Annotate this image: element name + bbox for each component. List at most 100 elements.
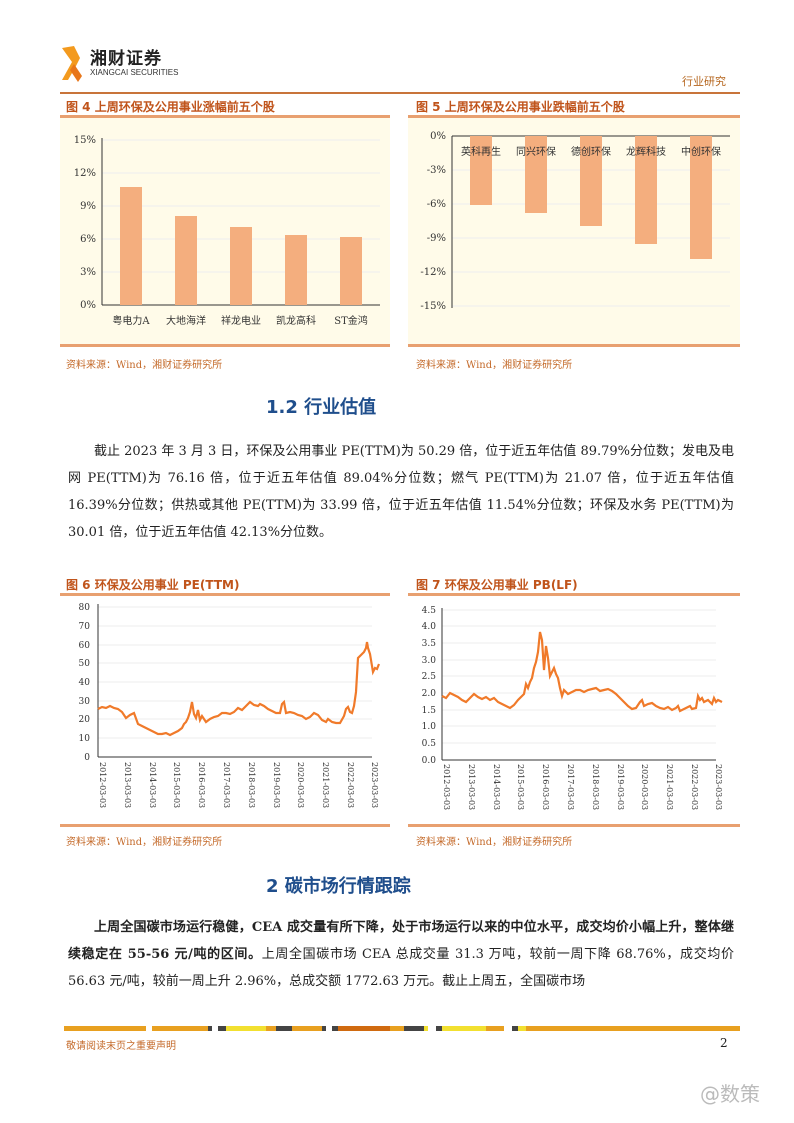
carbon-market-summary-bold: 上周全国碳市场运行稳健，CEA 成交量有所下降，处于市场运行以来的中位水平，成交… [68, 920, 734, 962]
svg-text:2022-03-03: 2022-03-03 [690, 764, 699, 810]
figure-7-source: 资料来源：Wind，湘财证券研究所 [416, 837, 573, 848]
svg-text:2015-03-03: 2015-03-03 [172, 762, 181, 808]
svg-text:同兴环保: 同兴环保 [516, 145, 556, 158]
section-heading-valuation: 1.2 行业估值 [266, 397, 377, 418]
svg-text:12%: 12% [74, 168, 96, 179]
svg-text:70: 70 [79, 622, 91, 632]
report-type-label: 行业研究 [682, 75, 726, 88]
svg-text:2013-03-03: 2013-03-03 [123, 762, 132, 808]
figure-6-chart: 80 70 60 50 40 30 20 10 0 2012-03-03 2013-03-0… [60, 596, 390, 823]
svg-text:3.5: 3.5 [422, 639, 437, 649]
svg-text:-9%: -9% [427, 233, 446, 244]
svg-text:2016-03-03: 2016-03-03 [197, 762, 206, 808]
svg-text:2012-03-03: 2012-03-03 [98, 762, 107, 808]
svg-text:20: 20 [79, 715, 91, 725]
svg-text:50: 50 [79, 659, 91, 669]
figure-6-source: 资料来源：Wind，湘财证券研究所 [66, 837, 223, 848]
figure-4-chart: 15% 12% 9% 6% 3% 0% 粤电力A 大地海洋 祥龙电业 凯龙高科 ST金鸿 [60, 118, 390, 344]
svg-text:2014-03-03: 2014-03-03 [492, 764, 501, 810]
svg-text:英科再生: 英科再生 [461, 145, 501, 158]
svg-text:德创环保: 德创环保 [571, 145, 611, 158]
svg-text:2021-03-03: 2021-03-03 [665, 764, 674, 810]
watermark: @数策 [700, 1082, 760, 1106]
svg-text:2021-03-03: 2021-03-03 [321, 762, 330, 808]
figure-6-top-rule [60, 593, 390, 596]
page-number: 2 [720, 1036, 728, 1050]
svg-text:2017-03-03: 2017-03-03 [566, 764, 575, 810]
brand-name-cn: 湘财证券 [90, 49, 162, 69]
svg-text:15%: 15% [74, 135, 96, 146]
disclaimer-note: 敬请阅读末页之重要声明 [66, 1041, 176, 1052]
line-chart-pb-lf: 4.5 4.0 3.5 3.0 2.5 2.0 1.5 1.0 0.5 0.0 2012-0… [422, 606, 723, 810]
bar-chart-gainers: 15% 12% 9% 6% 3% 0% 粤电力A 大地海洋 祥龙电业 凯龙高科 ST金鸿 [74, 135, 380, 327]
svg-text:2023-03-03: 2023-03-03 [370, 762, 379, 808]
svg-text:1.5: 1.5 [422, 706, 437, 716]
svg-text:4.0: 4.0 [422, 622, 437, 632]
valuation-paragraph-text: 截止 2023 年 3 月 3 日，环保及公用事业 PE(TTM)为 50.29… [68, 444, 735, 540]
carbon-market-paragraph: 上周全国碳市场运行稳健，CEA 成交量有所下降，处于市场运行以来的中位水平，成交… [68, 914, 734, 995]
svg-text:2.0: 2.0 [422, 689, 437, 699]
svg-text:2017-03-03: 2017-03-03 [222, 762, 231, 808]
figure-7-bottom-rule [408, 824, 740, 827]
section-heading-carbon-market: 2 碳市场行情跟踪 [266, 876, 411, 897]
brand-name-en: XIANGCAI SECURITIES [90, 68, 179, 77]
svg-text:2018-03-03: 2018-03-03 [591, 764, 600, 810]
svg-text:2020-03-03: 2020-03-03 [296, 762, 305, 808]
svg-text:0%: 0% [430, 131, 446, 142]
svg-text:0.5: 0.5 [422, 739, 437, 749]
svg-text:60: 60 [79, 641, 91, 651]
svg-text:2023-03-03: 2023-03-03 [714, 764, 723, 810]
figure-7-title: 图 7 环保及公用事业 PB(LF) [416, 578, 578, 592]
svg-text:1.0: 1.0 [422, 722, 437, 732]
svg-text:-15%: -15% [420, 301, 446, 312]
svg-text:40: 40 [79, 678, 91, 688]
svg-text:2022-03-03: 2022-03-03 [346, 762, 355, 808]
figure-4-title: 图 4 上周环保及公用事业涨幅前五个股 [66, 100, 275, 114]
svg-text:2016-03-03: 2016-03-03 [541, 764, 550, 810]
figure-5-chart: 0% -3% -6% -9% -12% -15% 英科再生 同兴环保 德创环保 龙辉科技 中… [408, 118, 740, 344]
valuation-paragraph: 截止 2023 年 3 月 3 日，环保及公用事业 PE(TTM)为 50.29… [68, 438, 734, 546]
svg-text:2014-03-03: 2014-03-03 [148, 762, 157, 808]
svg-text:大地海洋: 大地海洋 [166, 314, 206, 327]
svg-text:0.0: 0.0 [422, 756, 437, 766]
svg-text:4.5: 4.5 [422, 606, 437, 616]
svg-text:2013-03-03: 2013-03-03 [467, 764, 476, 810]
svg-text:龙辉科技: 龙辉科技 [626, 145, 666, 158]
figure-7-chart: 4.5 4.0 3.5 3.0 2.5 2.0 1.5 1.0 0.5 0.0 2012-0… [408, 596, 740, 823]
svg-text:3.0: 3.0 [422, 656, 437, 666]
figure-5-bottom-rule [408, 344, 740, 347]
svg-text:10: 10 [79, 734, 91, 744]
carbon-market-details: 上周全国碳市场 CEA 总成交量 31.3 万吨，较前一周下降 68.76%，成… [68, 947, 734, 989]
figure-6-bottom-rule [60, 824, 390, 827]
svg-text:2019-03-03: 2019-03-03 [616, 764, 625, 810]
svg-text:-6%: -6% [427, 199, 446, 210]
svg-text:6%: 6% [80, 234, 96, 245]
figure-5-source: 资料来源：Wind，湘财证券研究所 [416, 360, 573, 371]
svg-text:2012-03-03: 2012-03-03 [442, 764, 451, 810]
figure-4-source: 资料来源：Wind，湘财证券研究所 [66, 360, 223, 371]
carbon-market-paragraph-text: 上周全国碳市场运行稳健，CEA 成交量有所下降，处于市场运行以来的中位水平，成交… [68, 914, 734, 995]
svg-text:祥龙电业: 祥龙电业 [221, 314, 261, 327]
svg-text:ST金鸿: ST金鸿 [334, 314, 368, 327]
line-chart-pe-ttm: 80 70 60 50 40 30 20 10 0 2012-03-03 2013-03-0… [79, 603, 381, 808]
figure-5-top-rule [408, 115, 740, 118]
svg-text:0%: 0% [80, 300, 96, 311]
header-divider [60, 92, 740, 94]
svg-text:9%: 9% [80, 201, 96, 212]
svg-text:30: 30 [79, 697, 91, 707]
svg-text:0: 0 [84, 753, 90, 763]
svg-text:凯龙高科: 凯龙高科 [276, 314, 316, 327]
svg-text:-3%: -3% [427, 165, 446, 176]
svg-text:2020-03-03: 2020-03-03 [640, 764, 649, 810]
bar-chart-losers: 0% -3% -6% -9% -12% -15% 英科再生 同兴环保 德创环保 龙辉科技 中… [420, 131, 730, 312]
svg-text:2019-03-03: 2019-03-03 [272, 762, 281, 808]
svg-text:2018-03-03: 2018-03-03 [247, 762, 256, 808]
svg-text:-12%: -12% [420, 267, 446, 278]
svg-text:中创环保: 中创环保 [681, 145, 721, 158]
figure-6-title: 图 6 环保及公用事业 PE(TTM) [66, 578, 240, 592]
svg-text:3%: 3% [80, 267, 96, 278]
svg-text:2015-03-03: 2015-03-03 [516, 764, 525, 810]
svg-text:2.5: 2.5 [422, 672, 437, 682]
figure-7-top-rule [408, 593, 740, 596]
xiangcai-logo-icon [62, 46, 82, 82]
